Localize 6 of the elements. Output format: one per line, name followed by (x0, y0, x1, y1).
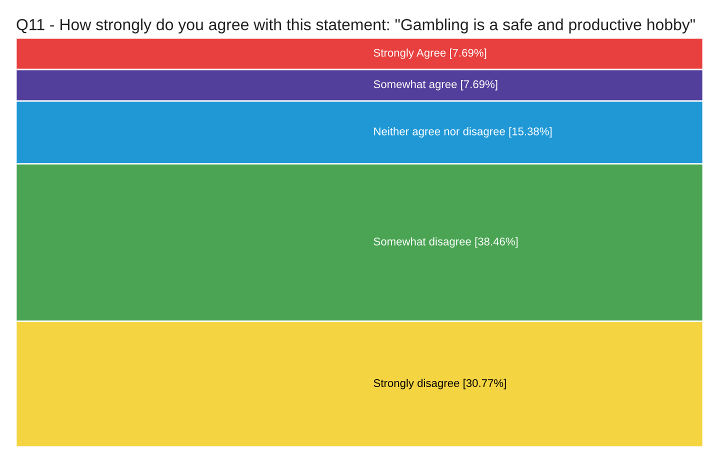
chart-title: Q11 - How strongly do you agree with this statement: "Gambling is a safe and productive hobby" (16, 18, 695, 34)
data-label: Somewhat disagree [38.46%] (374, 237, 518, 248)
data-label: Strongly disagree [30.77%] (374, 378, 506, 390)
data-label: Strongly Agree [7.69%] (374, 48, 486, 59)
data-label: Neither agree nor disagree [15.38%] (374, 127, 552, 138)
data-label: Somewhat agree [7.69%] (374, 80, 498, 90)
